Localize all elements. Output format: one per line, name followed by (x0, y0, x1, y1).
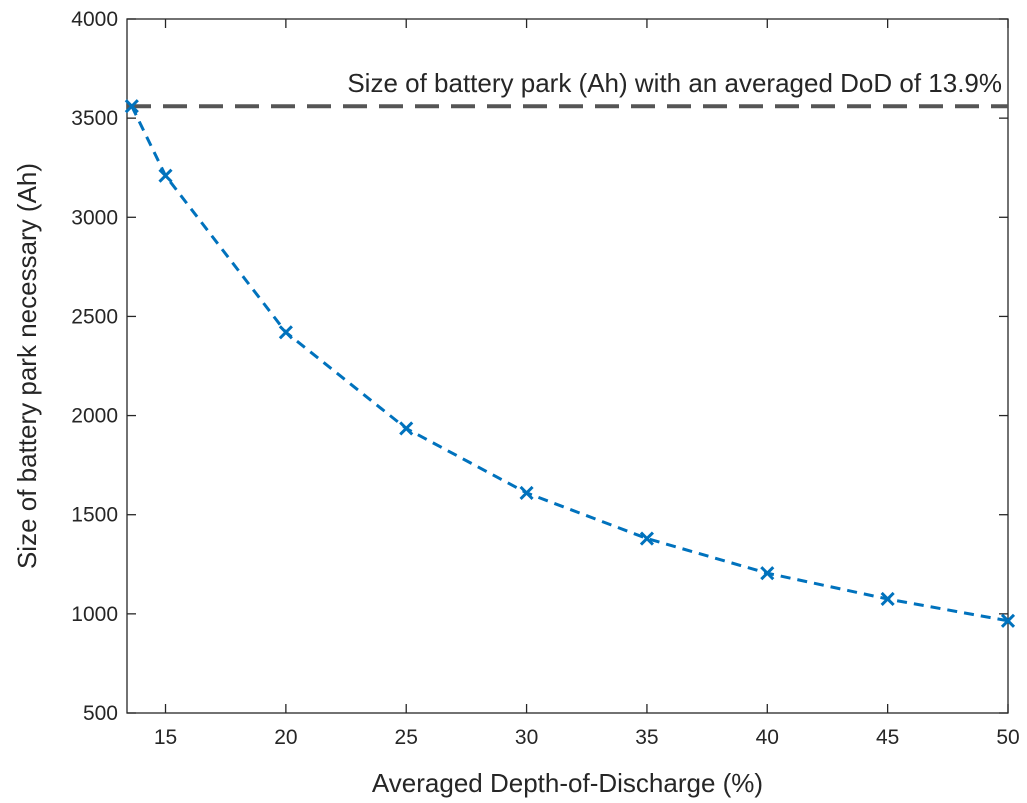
y-tick-label: 3000 (71, 206, 118, 229)
y-tick-label: 3500 (71, 107, 118, 130)
data-point-marker (124, 99, 139, 114)
y-tick-label: 1000 (71, 603, 118, 626)
x-tick-label: 25 (395, 726, 418, 749)
axes-layer (126, 18, 1009, 714)
x-tick-label: 40 (756, 726, 779, 749)
x-tick-label: 45 (876, 726, 899, 749)
plot-area-box (126, 18, 1009, 714)
y-tick-label: 2000 (71, 405, 118, 428)
y-tick-label: 500 (83, 702, 118, 725)
ticks-layer: 15 20 25 30 35 40 45 50 500 1000 1500 2000 2500 3000 3… (71, 8, 1019, 749)
data-point-marker (158, 168, 173, 183)
marker-stroke (519, 485, 534, 500)
marker-stroke (278, 325, 293, 340)
data-point-marker (1000, 613, 1016, 628)
data-point-marker (519, 485, 534, 500)
x-tick-label: 30 (515, 726, 538, 749)
series-layer (124, 99, 1016, 628)
x-tick-label: 20 (274, 726, 297, 749)
marker-stroke (880, 591, 895, 607)
data-point-marker (880, 591, 895, 607)
marker-stroke (124, 99, 139, 114)
marker-stroke (639, 531, 654, 546)
data-point-marker (278, 325, 293, 340)
marker-stroke (158, 168, 173, 183)
x-tick-label: 50 (996, 726, 1019, 749)
data-point-marker (399, 421, 414, 436)
y-tick-label: 4000 (71, 8, 118, 31)
data-point-marker (760, 566, 775, 581)
y-tick-label: 1500 (71, 504, 118, 527)
y-tick-label: 2500 (71, 305, 118, 328)
x-tick-label: 15 (154, 726, 177, 749)
data-point-marker (639, 531, 654, 546)
marker-stroke (399, 421, 414, 436)
x-tick-label: 35 (635, 726, 658, 749)
marker-stroke (760, 566, 775, 581)
y-axis-label: Size of battery park necessary (Ah) (12, 163, 42, 569)
marker-stroke (1000, 613, 1016, 628)
x-axis-label: Averaged Depth-of-Discharge (%) (372, 768, 763, 798)
series-line (130, 105, 1009, 623)
reference-line-label: Size of battery park (Ah) with an averag… (347, 68, 1002, 98)
